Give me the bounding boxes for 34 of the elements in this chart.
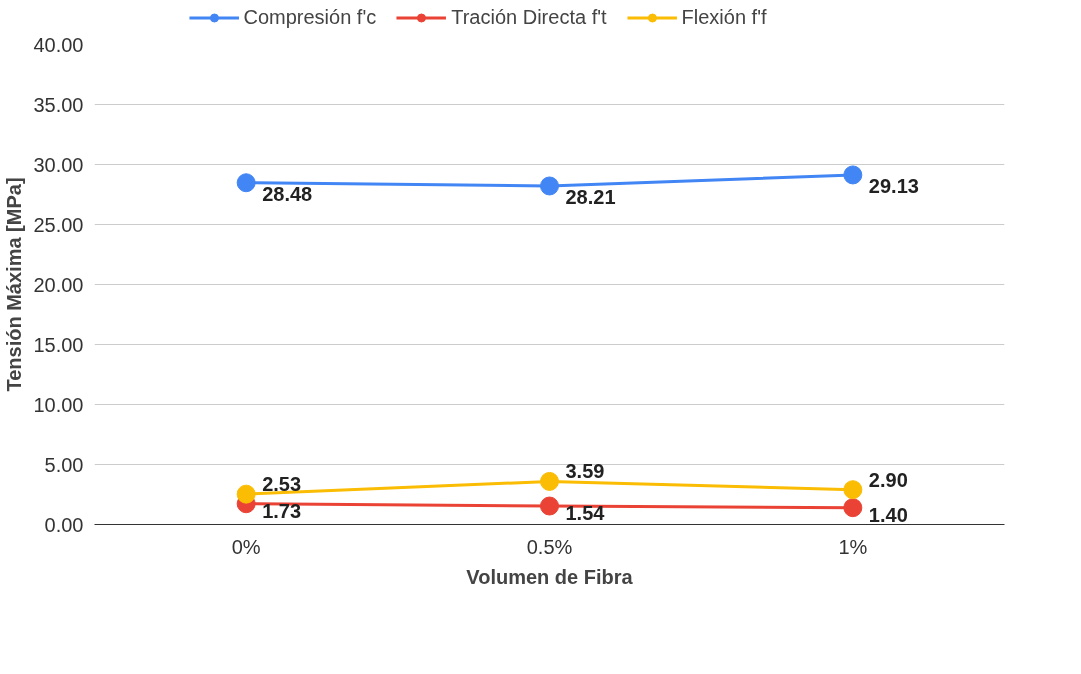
y-tick-label: 20.00	[33, 273, 84, 296]
y-tick-label: 35.00	[33, 93, 84, 116]
data-label: 2.53	[262, 473, 302, 496]
y-tick-label: 30.00	[33, 153, 84, 176]
point	[236, 484, 256, 504]
data-label: 29.13	[868, 174, 919, 197]
point	[540, 496, 559, 516]
point	[540, 471, 559, 491]
data-label: 1.54	[565, 502, 606, 525]
x-axis-title: Volumen de Fibra	[466, 565, 634, 588]
x-tick-label: 1%	[838, 535, 868, 558]
x-tick-label: 0.5%	[526, 535, 573, 558]
data-label: 3.59	[565, 460, 605, 483]
point	[843, 165, 863, 185]
data-label: 28.48	[262, 182, 313, 205]
x-tick-label: 0%	[231, 535, 261, 558]
y-tick-label: 25.00	[33, 213, 84, 236]
y-tick-label: 5.00	[44, 453, 84, 476]
point	[843, 480, 863, 500]
legend-label: Compresión f'c	[243, 5, 377, 29]
y-tick-label: 0.00	[44, 513, 84, 536]
data-label: 2.90	[868, 468, 908, 491]
y-tick-label: 40.00	[33, 33, 84, 56]
point	[540, 176, 559, 196]
legend-label: Flexión f'f	[681, 5, 767, 29]
y-tick-label: 10.00	[33, 393, 84, 416]
data-label: 1.40	[868, 503, 908, 526]
legend-label: Tración Directa f't	[451, 5, 607, 29]
point	[236, 173, 256, 193]
point	[843, 498, 863, 518]
data-label: 28.21	[565, 185, 616, 208]
y-axis-title: Tensión Máxima [MPa]	[3, 177, 26, 392]
y-tick-label: 15.00	[33, 333, 84, 356]
data-label: 1.73	[262, 499, 302, 522]
